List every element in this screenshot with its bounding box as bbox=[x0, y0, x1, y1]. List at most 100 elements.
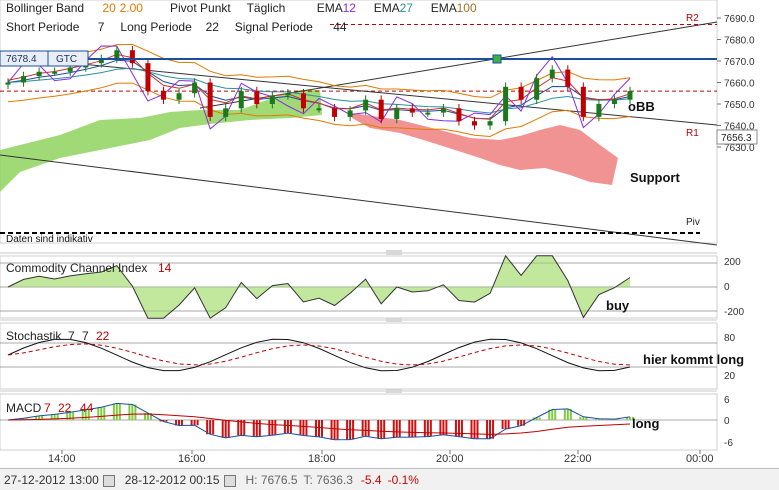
high-value: H: 7676.5 bbox=[245, 472, 298, 487]
cci-period: 14 bbox=[158, 261, 172, 275]
price-tick: 7630.0 bbox=[724, 143, 755, 154]
price-axis-labels: 7690.0 7680.0 7670.0 7660.0 7650.0 7640.0 7630… bbox=[717, 14, 755, 154]
buy-annotation: buy bbox=[606, 298, 630, 313]
macd-tick: -6 bbox=[724, 438, 733, 449]
support-annotation: Support bbox=[630, 170, 680, 185]
candle bbox=[332, 108, 338, 117]
order-handle[interactable] bbox=[492, 54, 502, 64]
stoch-title: Stochastik bbox=[6, 329, 62, 343]
calendar-icon[interactable] bbox=[223, 474, 236, 487]
candle bbox=[378, 99, 384, 120]
ema-lines bbox=[7, 45, 631, 130]
candle bbox=[98, 58, 104, 64]
candle bbox=[5, 82, 11, 85]
time-axis: 14:00 16:00 18:00 20:00 22:00 00:00 bbox=[48, 450, 714, 465]
candle bbox=[363, 99, 369, 111]
candle bbox=[627, 91, 633, 100]
change-pct: -0.1% bbox=[387, 472, 419, 487]
legend-item: 100 bbox=[457, 1, 477, 15]
price-tick: 7660.0 bbox=[724, 79, 755, 90]
candle bbox=[114, 50, 120, 59]
candle bbox=[503, 86, 509, 122]
legend-item: 44 bbox=[333, 20, 347, 34]
time-tick: 00:00 bbox=[686, 453, 714, 465]
time-tick: 22:00 bbox=[564, 453, 592, 465]
legend-item: 20 bbox=[102, 1, 116, 15]
order-tag[interactable] bbox=[0, 50, 89, 67]
candle bbox=[207, 82, 213, 117]
candle bbox=[425, 112, 431, 115]
legend-item: 2.00 bbox=[120, 1, 144, 15]
legend-item: 7 bbox=[98, 20, 105, 34]
candle bbox=[129, 50, 135, 64]
stoch-d: 7 bbox=[82, 329, 89, 343]
candle bbox=[145, 63, 151, 92]
legend-item: Long Periode bbox=[120, 20, 192, 34]
chart-canvas: 7690.0 7680.0 7670.0 7660.0 7650.0 7640.0 7630… bbox=[0, 0, 758, 465]
macd-series bbox=[0, 402, 717, 441]
disclaimer: Daten sind indikativ bbox=[6, 234, 93, 245]
cci-tick: 200 bbox=[724, 257, 741, 268]
piv-label: Piv bbox=[686, 217, 700, 228]
range-end: 28-12-2012 00:15 bbox=[124, 472, 220, 487]
last-price: 7656.3 bbox=[721, 133, 752, 144]
stoch-k: 7 bbox=[68, 329, 75, 343]
candle bbox=[269, 95, 275, 104]
macd-fast: 7 bbox=[44, 401, 51, 415]
price-tick: 7650.0 bbox=[724, 100, 755, 111]
legend-item: Täglich bbox=[247, 1, 286, 15]
candle bbox=[238, 91, 244, 109]
legend-item: Signal Periode bbox=[235, 20, 313, 34]
candle bbox=[472, 121, 477, 126]
candle bbox=[192, 82, 198, 94]
candle bbox=[254, 91, 260, 104]
macd-slow: 22 bbox=[58, 401, 72, 415]
legend-item: EMA bbox=[431, 1, 457, 15]
r2-label: R2 bbox=[686, 13, 699, 24]
r1-label: R1 bbox=[686, 128, 699, 139]
legend-item: Pivot Punkt bbox=[170, 1, 231, 15]
candle bbox=[52, 71, 58, 74]
candle bbox=[176, 93, 182, 100]
order-price: 7678.4 bbox=[6, 54, 37, 65]
candle bbox=[36, 71, 42, 77]
order-type: GTC bbox=[56, 54, 77, 65]
cci-title: Commodity Channel Index bbox=[6, 261, 147, 275]
cci-tick: -200 bbox=[724, 307, 744, 318]
candle bbox=[456, 108, 462, 122]
panel-splitter[interactable] bbox=[0, 250, 717, 255]
price-tick: 7690.0 bbox=[724, 14, 755, 25]
candle bbox=[316, 108, 322, 111]
macd-panel bbox=[0, 393, 718, 451]
obb-annotation: oBB bbox=[628, 99, 655, 114]
cci-tick: 0 bbox=[724, 282, 730, 293]
candle bbox=[440, 108, 446, 113]
candle bbox=[611, 99, 617, 104]
candle bbox=[549, 69, 555, 79]
legend-item: Bollinger Band bbox=[6, 1, 84, 15]
candle bbox=[21, 76, 27, 83]
candle bbox=[534, 78, 540, 100]
calendar-icon[interactable] bbox=[102, 474, 115, 487]
stoch-tick: 20 bbox=[724, 371, 736, 382]
stoch-series bbox=[0, 338, 717, 372]
candle bbox=[67, 67, 73, 72]
candle bbox=[565, 69, 571, 87]
panel-splitter[interactable] bbox=[0, 317, 717, 322]
ichimoku-cloud bbox=[0, 90, 618, 192]
candle bbox=[161, 91, 166, 100]
price-tick: 7670.0 bbox=[724, 57, 755, 68]
candle bbox=[596, 104, 602, 117]
time-tick: 18:00 bbox=[308, 453, 336, 465]
macd-signal: 44 bbox=[80, 401, 94, 415]
time-tick: 20:00 bbox=[436, 453, 464, 465]
change-value: -5.4 bbox=[360, 472, 382, 487]
legend-item: 12 bbox=[343, 1, 357, 15]
legend-row-2: Short Periode 7 Long Periode 22 Signal Perio… bbox=[6, 20, 347, 34]
candle bbox=[285, 93, 291, 96]
candle bbox=[394, 108, 400, 120]
legend-row-1: Bollinger Band 20 2.00 Pivot Punkt Täglich EM… bbox=[6, 1, 477, 15]
time-tick: 14:00 bbox=[48, 453, 76, 465]
candle bbox=[409, 108, 415, 113]
panel-splitter[interactable] bbox=[0, 388, 717, 393]
